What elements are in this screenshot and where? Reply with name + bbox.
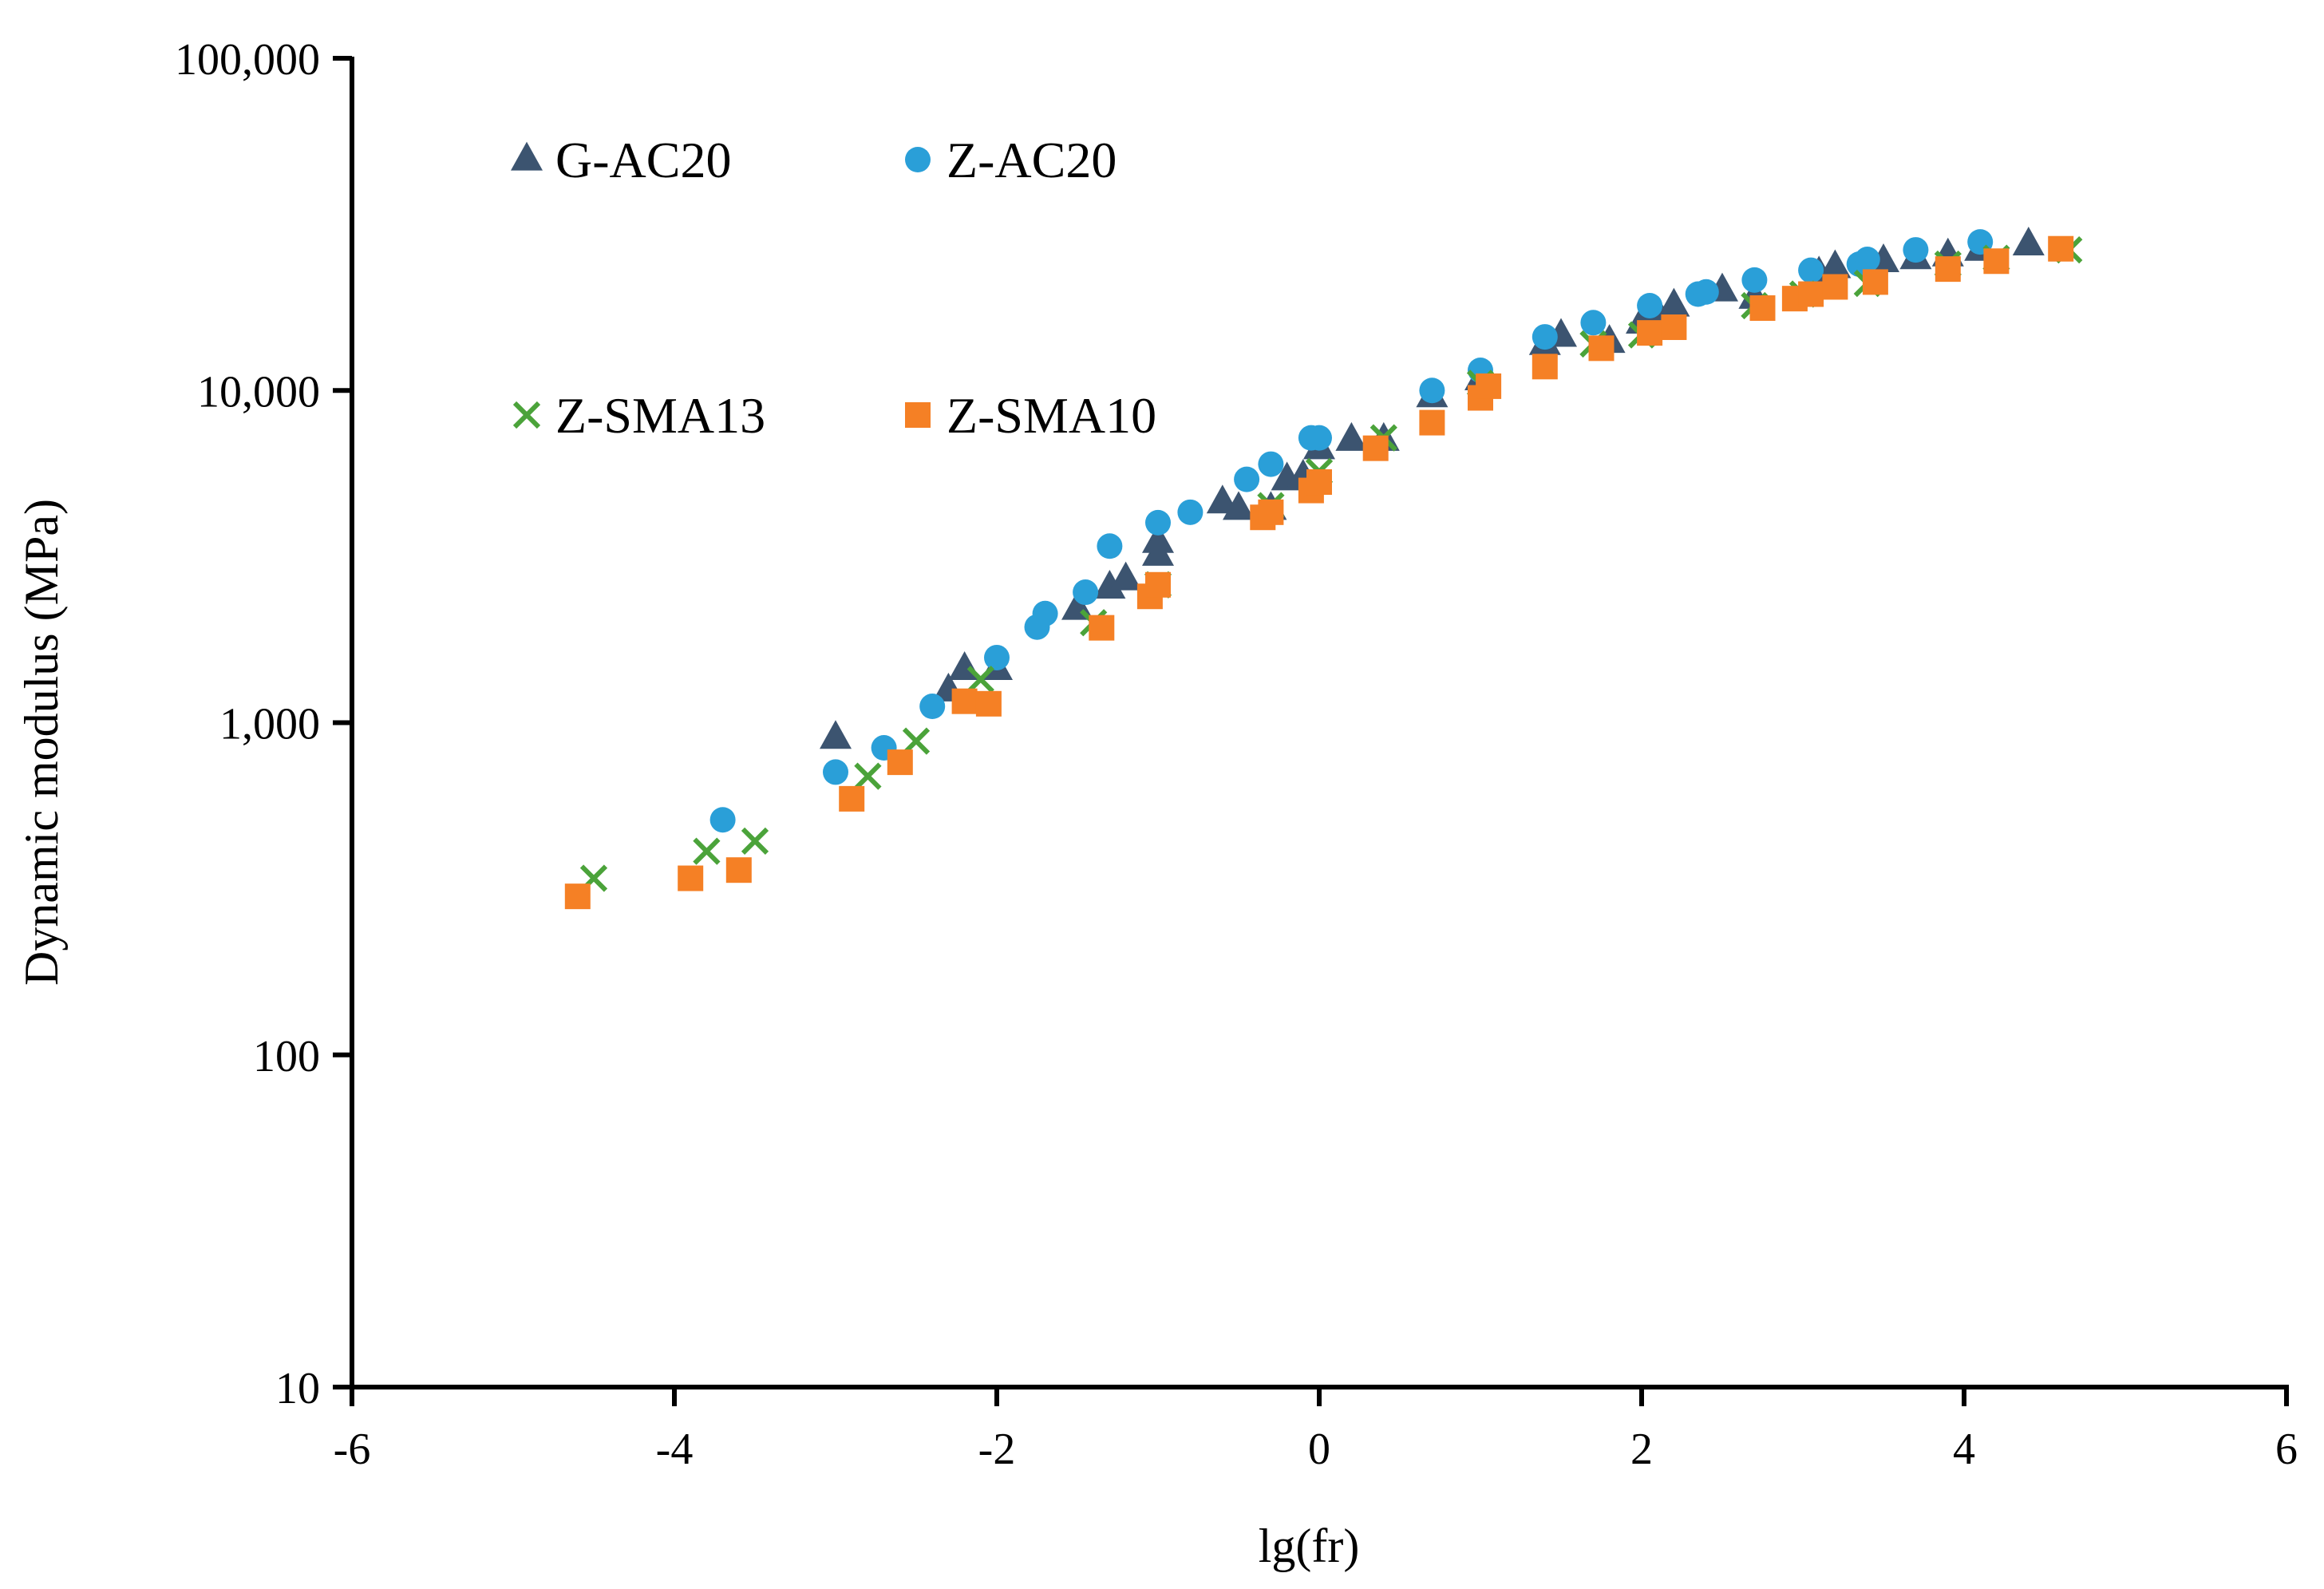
legend-label: Z-SMA13 <box>555 387 765 444</box>
data-point <box>1142 524 1174 553</box>
data-point <box>1637 320 1663 346</box>
legend-marker <box>511 141 543 171</box>
data-point <box>1145 571 1171 598</box>
data-point <box>1532 324 1558 350</box>
data-point <box>741 827 769 856</box>
data-point <box>1693 279 1719 305</box>
data-point <box>1223 491 1255 520</box>
y-tick-label: 100 <box>253 1032 320 1081</box>
y-axis-title: Dynamic modulus (MPa) <box>15 499 68 986</box>
y-tick-label: 10,000 <box>197 367 320 417</box>
legend-entry: Z-AC20 <box>905 132 1117 188</box>
y-tick-label: 1,000 <box>219 700 320 749</box>
data-point <box>902 727 931 755</box>
data-series <box>564 227 2083 910</box>
data-point <box>1983 248 2010 275</box>
data-point <box>1661 314 1687 341</box>
data-point <box>1658 287 1690 317</box>
y-tick-label: 10 <box>275 1364 320 1413</box>
data-point <box>564 883 591 910</box>
y-tick-label: 100,000 <box>175 35 320 85</box>
data-point <box>1145 509 1171 536</box>
series-z-ac20 <box>709 229 1994 833</box>
data-point <box>820 720 852 749</box>
data-point <box>1854 247 1880 273</box>
data-point <box>887 749 913 776</box>
data-point <box>709 807 736 833</box>
legend-marker <box>905 402 931 428</box>
data-point <box>2048 235 2074 262</box>
data-point <box>919 694 946 720</box>
data-point <box>1093 569 1126 599</box>
legend-label: Z-AC20 <box>947 132 1117 188</box>
data-point <box>1580 310 1607 336</box>
data-point <box>1258 451 1284 477</box>
legend-entry: Z-SMA10 <box>905 387 1156 444</box>
data-point <box>1089 615 1115 641</box>
x-tick-label: 6 <box>2275 1425 2298 1474</box>
data-point <box>1822 274 1848 300</box>
data-point <box>1819 249 1852 279</box>
legend-entry: G-AC20 <box>511 132 731 188</box>
data-point <box>951 688 978 714</box>
axes: 10 100 1,000 10,000 100,000 -6 -4 -2 0 2 4 6 <box>175 35 2298 1474</box>
legend-marker <box>905 147 931 172</box>
data-point <box>1588 335 1615 362</box>
data-point <box>1335 421 1368 451</box>
data-point <box>1419 377 1445 404</box>
data-point <box>1476 373 1502 399</box>
data-point <box>2012 227 2045 256</box>
data-point <box>693 837 721 865</box>
legend: G-AC20 Z-AC20 Z-SMA13 Z-SMA10 <box>511 132 1156 444</box>
data-point <box>1362 435 1389 461</box>
legend-label: G-AC20 <box>555 132 731 188</box>
data-point <box>1306 425 1332 451</box>
x-tick-label: -2 <box>978 1425 1016 1474</box>
data-point <box>1749 295 1776 322</box>
x-tick-label: -6 <box>334 1425 371 1474</box>
x-tick-label: 4 <box>1953 1425 1975 1474</box>
data-point <box>1258 499 1284 525</box>
data-point <box>725 857 752 883</box>
data-point <box>1798 281 1824 307</box>
x-axis-title: lg(fr) <box>1259 1520 1360 1572</box>
x-tick-label: 0 <box>1308 1425 1330 1474</box>
data-point <box>1637 292 1663 318</box>
data-point <box>1306 469 1332 496</box>
legend-entry: Z-SMA13 <box>512 387 765 444</box>
data-point <box>1073 579 1099 606</box>
data-point <box>1177 499 1204 525</box>
data-point <box>1862 269 1888 295</box>
data-point <box>839 785 865 812</box>
data-point <box>975 690 1002 717</box>
series-g-ac20 <box>820 227 2045 749</box>
data-point <box>678 865 704 891</box>
data-point <box>966 666 994 694</box>
data-point <box>1532 354 1558 380</box>
data-point <box>823 759 848 785</box>
x-tick-label: -4 <box>656 1425 694 1474</box>
data-point <box>1097 533 1123 559</box>
data-point <box>1935 256 1961 283</box>
legend-marker <box>512 401 541 429</box>
data-point <box>1109 561 1142 591</box>
data-point <box>854 762 882 790</box>
series-z-sma13 <box>579 235 2083 892</box>
data-point <box>984 644 1010 670</box>
x-tick-label: 2 <box>1630 1425 1653 1474</box>
series-z-sma10 <box>564 235 2074 910</box>
legend-label: Z-SMA10 <box>947 387 1156 444</box>
data-point <box>1903 237 1929 263</box>
data-point <box>1234 466 1260 492</box>
data-point <box>1798 257 1824 283</box>
data-point <box>1419 409 1445 436</box>
data-point <box>1741 267 1768 293</box>
data-point <box>1032 600 1058 627</box>
